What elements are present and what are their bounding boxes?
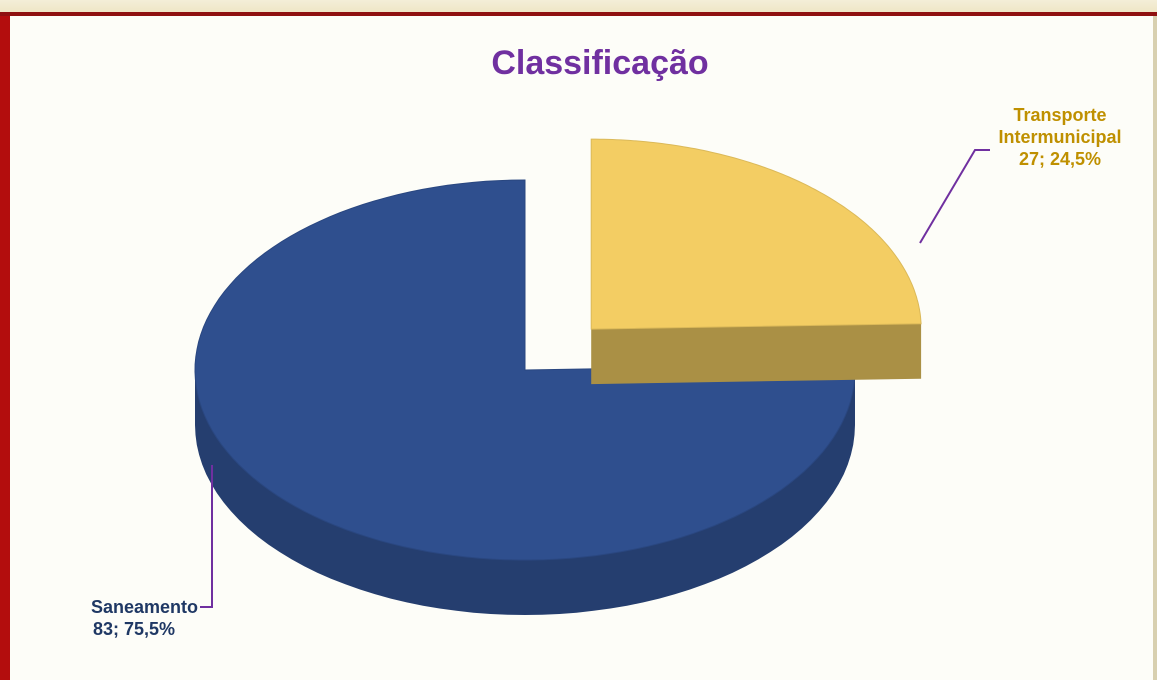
label-category: Saneamento [90,597,198,617]
label-value: 27; 24,5% [1018,149,1102,169]
slice-top [590,138,922,330]
data-label: Saneamento 83; 75,5% [30,596,198,640]
data-label: Transporte Intermunicipal 27; 24,5% [950,104,1157,170]
right-bar [1153,16,1157,680]
label-value: 83; 75,5% [92,619,176,639]
left-bar [0,16,10,680]
slice-cut-face [591,323,922,385]
label-category: Transporte Intermunicipal [998,105,1122,147]
slice [590,138,922,385]
leader-line [919,149,990,244]
slice-side [195,370,855,615]
leader-line [200,465,213,608]
slice-top [194,179,856,561]
top-band [0,0,1157,16]
chart-title: Classificação [491,44,708,82]
